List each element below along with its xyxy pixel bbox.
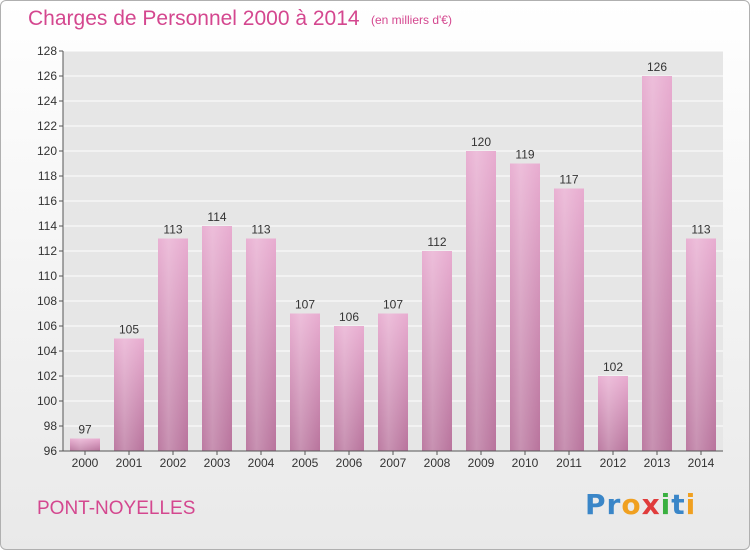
y-tick-label: 118 (38, 169, 57, 183)
y-tick-label: 108 (37, 294, 57, 308)
x-tick-label: 2005 (292, 456, 319, 470)
x-tick-label: 2000 (72, 456, 99, 470)
data-label-2011: 117 (559, 173, 578, 187)
data-label-2004: 113 (251, 223, 270, 237)
data-label-2014: 113 (691, 223, 710, 237)
y-tick-label: 114 (38, 219, 57, 233)
x-tick-label: 2012 (600, 456, 627, 470)
chart-subtitle: (en milliers d'€) (371, 13, 452, 27)
y-tick-label: 106 (37, 319, 57, 333)
x-tick-label: 2011 (556, 456, 582, 470)
bar-sheen (290, 313, 320, 451)
data-label-2006: 106 (339, 310, 359, 324)
chart-title: Charges de Personnel 2000 à 2014 (28, 7, 360, 30)
data-label-2000: 97 (78, 423, 92, 437)
x-tick-label: 2003 (204, 456, 231, 470)
data-label-2005: 107 (295, 298, 315, 312)
data-label-2009: 120 (471, 135, 491, 149)
data-label-2001: 105 (119, 323, 139, 337)
data-label-2010: 119 (515, 148, 534, 162)
proxiti-logo: Proxiti (585, 488, 696, 521)
logo-letter: o (621, 488, 642, 521)
x-tick-label: 2006 (336, 456, 363, 470)
data-label-2002: 113 (163, 223, 182, 237)
bar-sheen (598, 376, 628, 451)
x-tick-label: 2010 (512, 456, 539, 470)
y-tick-label: 126 (37, 69, 57, 83)
data-label-2007: 107 (383, 298, 403, 312)
x-tick-label: 2004 (248, 456, 275, 470)
bar-sheen (246, 238, 276, 451)
data-label-2008: 112 (427, 235, 446, 249)
bar-sheen (202, 226, 232, 451)
y-tick-label: 116 (38, 194, 57, 208)
bars: 97 105 113 114 113 107 106 107 112 120 119 117 102 12… (70, 60, 716, 451)
logo-letter: i (685, 488, 697, 521)
y-tick-label: 104 (37, 344, 57, 358)
x-tick-label: 2007 (380, 456, 407, 470)
x-tick-label: 2013 (644, 456, 671, 470)
bar-sheen (378, 313, 408, 451)
bar-sheen (422, 251, 452, 451)
y-tick-label: 98 (44, 419, 58, 433)
logo-letter: i (660, 488, 672, 521)
bar-sheen (466, 151, 496, 451)
bar-sheen (334, 326, 364, 451)
x-tick-label: 2014 (688, 456, 715, 470)
y-tick-label: 122 (37, 119, 57, 133)
y-tick-label: 110 (38, 269, 57, 283)
y-tick-label: 96 (44, 444, 58, 458)
y-tick-label: 100 (37, 394, 57, 408)
axes: 96 98 100 102 104 106 108 110 112 114 116 118 120 122… (37, 44, 723, 470)
x-tick-label: 2002 (160, 456, 187, 470)
logo-letter: P (585, 488, 607, 521)
commune-name: PONT-NOYELLES (37, 498, 196, 519)
y-tick-label: 102 (37, 369, 57, 383)
y-tick-label: 112 (38, 244, 57, 258)
y-tick-label: 120 (37, 144, 57, 158)
y-tick-label: 128 (37, 44, 57, 58)
bar-sheen (510, 163, 540, 451)
data-label-2013: 126 (647, 60, 667, 74)
bar-sheen (114, 338, 144, 451)
logo-letter: x (641, 488, 661, 521)
data-label-2012: 102 (603, 360, 623, 374)
bar-sheen (642, 76, 672, 451)
logo-letter: r (606, 488, 622, 521)
y-tick-label: 124 (37, 94, 57, 108)
x-tick-label: 2009 (468, 456, 495, 470)
bar-sheen (686, 238, 716, 451)
logo-letter: t (671, 488, 686, 521)
bar-sheen (554, 188, 584, 451)
data-label-2003: 114 (207, 210, 226, 224)
x-tick-label: 2008 (424, 456, 451, 470)
bar-sheen (70, 438, 100, 451)
bar-sheen (158, 238, 188, 451)
x-tick-label: 2001 (116, 456, 143, 470)
